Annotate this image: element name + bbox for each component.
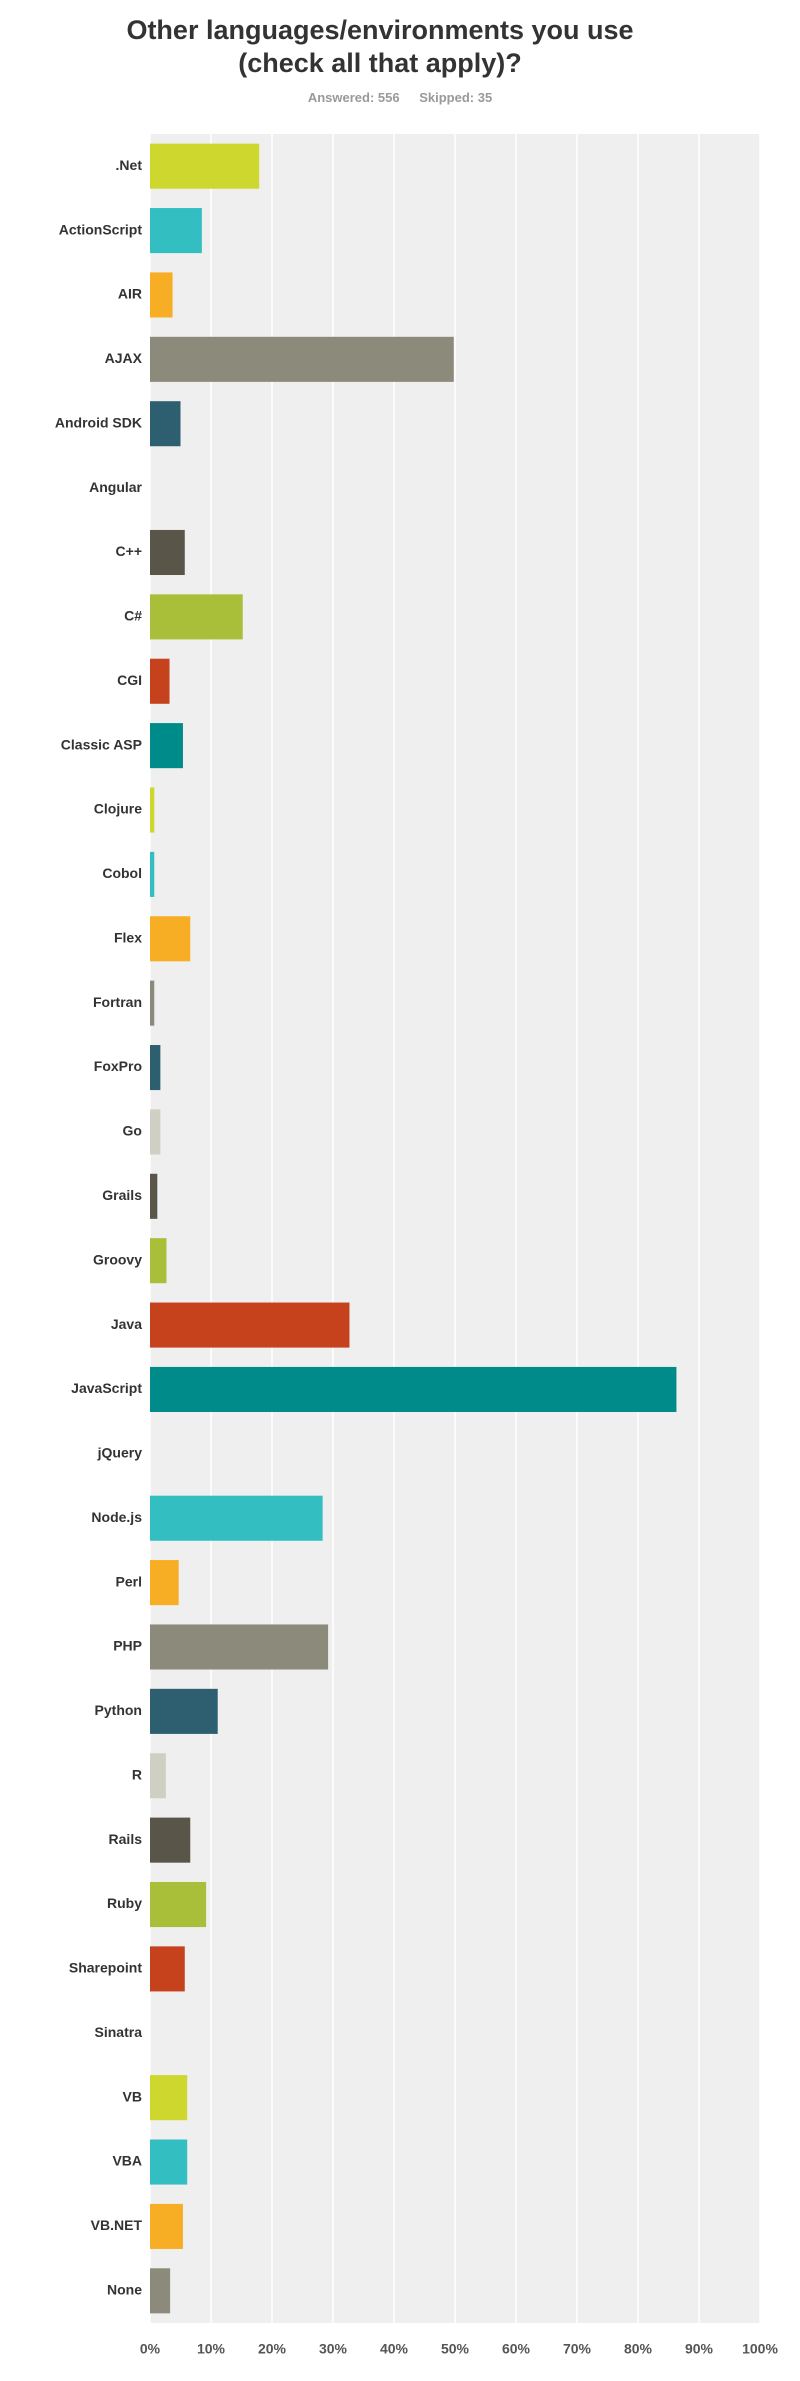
bar bbox=[150, 1302, 350, 1348]
bar bbox=[150, 916, 191, 962]
y-tick-label: Rails bbox=[109, 1831, 143, 1847]
x-tick-label: 10% bbox=[197, 2341, 226, 2357]
y-tick-label: AIR bbox=[118, 286, 142, 302]
answered-count: Answered: 556 bbox=[307, 90, 400, 105]
y-tick-label: Flex bbox=[114, 929, 142, 945]
bar bbox=[150, 2075, 188, 2121]
response-stats: Answered: 556 Skipped: 35 bbox=[0, 90, 800, 105]
bar bbox=[150, 1045, 161, 1091]
y-tick-label: Fortran bbox=[93, 994, 142, 1010]
bar bbox=[150, 1173, 158, 1219]
y-tick-label: Groovy bbox=[93, 1251, 142, 1267]
y-tick-label: C++ bbox=[116, 543, 142, 559]
x-tick-label: 60% bbox=[502, 2341, 531, 2357]
y-tick-label: Classic ASP bbox=[61, 736, 142, 752]
y-tick-label: VBA bbox=[112, 2153, 142, 2169]
bar bbox=[150, 2203, 183, 2249]
bar bbox=[150, 1366, 677, 1412]
y-tick-label: Python bbox=[95, 1702, 142, 1718]
y-tick-label: FoxPro bbox=[94, 1058, 142, 1074]
y-tick-label: Perl bbox=[116, 1573, 142, 1589]
x-tick-label: 50% bbox=[441, 2341, 470, 2357]
x-tick-label: 80% bbox=[624, 2341, 653, 2357]
y-tick-label: Angular bbox=[89, 479, 142, 495]
bar bbox=[150, 1495, 323, 1541]
bar bbox=[150, 1688, 218, 1734]
y-tick-label: Clojure bbox=[94, 801, 142, 817]
chart-title: Other languages/environments you use (ch… bbox=[126, 15, 634, 78]
y-tick-label: None bbox=[107, 2282, 142, 2298]
y-tick-label: Sharepoint bbox=[69, 1960, 142, 1976]
y-tick-label: ActionScript bbox=[59, 221, 143, 237]
skipped-count: Skipped: 35 bbox=[419, 90, 493, 105]
y-tick-label: VB.NET bbox=[91, 2217, 143, 2233]
y-tick-label: JavaScript bbox=[71, 1380, 142, 1396]
y-tick-label: Node.js bbox=[91, 1509, 142, 1525]
bar bbox=[150, 401, 181, 447]
bar bbox=[150, 1817, 191, 1863]
y-tick-label: VB bbox=[123, 2088, 142, 2104]
x-tick-label: 40% bbox=[380, 2341, 409, 2357]
y-tick-label: Go bbox=[123, 1123, 142, 1139]
y-tick-label: R bbox=[132, 1766, 142, 1782]
y-tick-label: Cobol bbox=[102, 865, 142, 881]
y-tick-label: AJAX bbox=[105, 350, 143, 366]
bar bbox=[150, 787, 155, 833]
bar bbox=[150, 1624, 329, 1670]
bar bbox=[150, 208, 202, 254]
bar bbox=[150, 1109, 161, 1155]
x-tick-label: 0% bbox=[140, 2341, 161, 2357]
x-axis: 0% 10% 20% 30% 40% 50% 60% 70% 80% 90% 100% bbox=[140, 2341, 779, 2357]
bar bbox=[150, 1560, 179, 1606]
bar bbox=[150, 1753, 166, 1799]
bar bbox=[150, 851, 155, 897]
x-tick-label: 30% bbox=[319, 2341, 348, 2357]
bar bbox=[150, 658, 170, 704]
x-tick-label: 20% bbox=[258, 2341, 287, 2357]
bar bbox=[150, 272, 173, 318]
bar bbox=[150, 594, 243, 640]
y-tick-label: Sinatra bbox=[95, 2024, 143, 2040]
bar bbox=[150, 980, 155, 1026]
y-tick-label: Ruby bbox=[107, 1895, 142, 1911]
y-tick-label: Grails bbox=[102, 1187, 142, 1203]
y-tick-label: C# bbox=[124, 608, 142, 624]
y-tick-label: jQuery bbox=[97, 1445, 143, 1461]
y-tick-label: PHP bbox=[113, 1638, 142, 1654]
x-tick-label: 90% bbox=[685, 2341, 714, 2357]
bar bbox=[150, 723, 183, 769]
x-tick-label: 70% bbox=[563, 2341, 592, 2357]
y-tick-label: Java bbox=[111, 1316, 142, 1332]
x-tick-label: 100% bbox=[742, 2341, 778, 2357]
bar bbox=[150, 143, 260, 189]
bar bbox=[150, 529, 185, 576]
y-tick-label: CGI bbox=[117, 672, 142, 688]
bar bbox=[150, 1946, 185, 1992]
bar bbox=[150, 336, 454, 382]
y-tick-label: .Net bbox=[116, 157, 143, 173]
bar bbox=[150, 2139, 188, 2185]
bar bbox=[150, 1881, 207, 1928]
bar bbox=[150, 2268, 171, 2314]
y-tick-label: Android SDK bbox=[55, 414, 142, 430]
bar bbox=[150, 1238, 167, 1284]
